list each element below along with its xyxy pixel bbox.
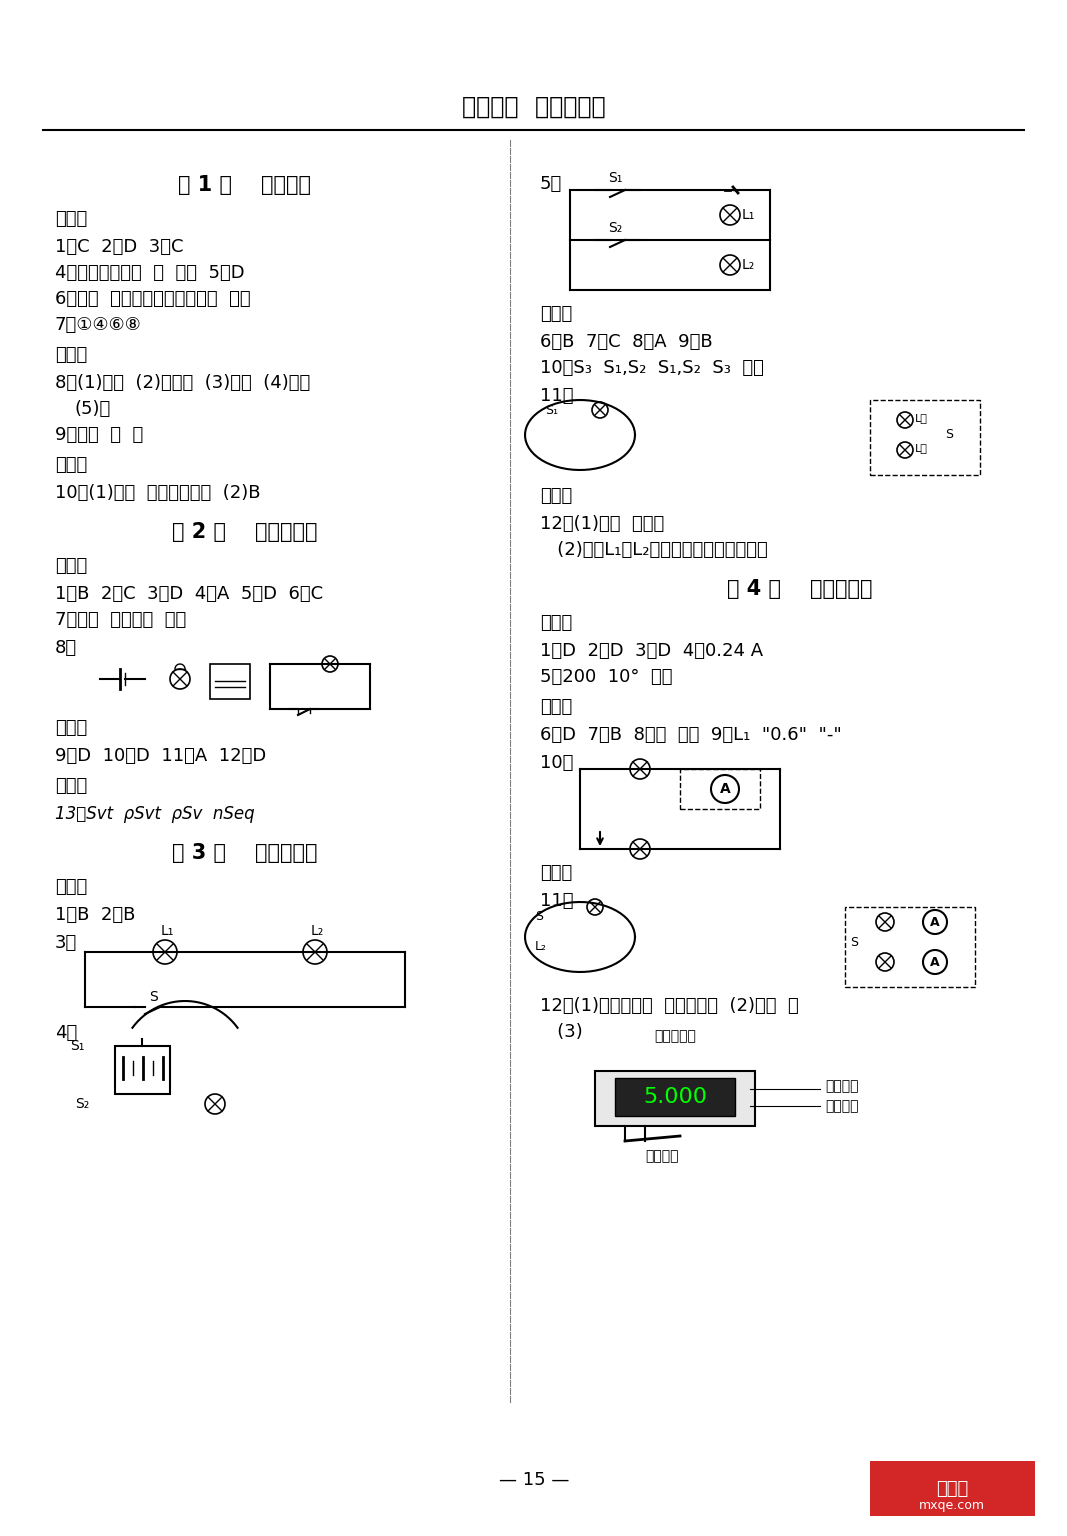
Text: S: S: [535, 911, 543, 923]
Text: 11．: 11．: [540, 387, 573, 406]
Text: S₁: S₁: [545, 404, 558, 416]
Text: 11．: 11．: [540, 892, 573, 909]
Text: 5．: 5．: [540, 175, 562, 194]
Text: 5．200  10°  短路: 5．200 10° 短路: [540, 668, 672, 687]
Text: — 15 —: — 15 —: [498, 1471, 569, 1488]
Bar: [595, 1071, 755, 1126]
Text: S: S: [148, 991, 157, 1005]
Text: S₁: S₁: [608, 170, 622, 184]
Text: S₂: S₂: [608, 221, 622, 235]
Bar: [845, 906, 975, 988]
Text: 素养练: 素养练: [540, 487, 572, 505]
Text: 能力练: 能力练: [55, 719, 87, 737]
Text: 3．: 3．: [55, 934, 77, 952]
Text: 6．B  7．C  8．A  9．B: 6．B 7．C 8．A 9．B: [540, 333, 713, 352]
Text: A: A: [930, 955, 940, 969]
Text: 第 4 节    电流的测量: 第 4 节 电流的测量: [728, 579, 873, 599]
Text: 能力练: 能力练: [55, 346, 87, 364]
Text: 1．D  2．D  3．D  4．0.24 A: 1．D 2．D 3．D 4．0.24 A: [540, 642, 763, 660]
Text: 答案圈: 答案圈: [936, 1481, 968, 1498]
Text: 第十五章  电流和电路: 第十五章 电流和电路: [462, 95, 606, 118]
Text: S: S: [850, 935, 858, 949]
Text: L₁: L₁: [742, 207, 755, 223]
Text: 9．D  10．D  11．A  12．D: 9．D 10．D 11．A 12．D: [55, 746, 267, 765]
Text: 4．吸引轻小物体  负  得到  5．D: 4．吸引轻小物体 负 得到 5．D: [55, 264, 244, 283]
Bar: [870, 399, 980, 475]
Bar: [680, 770, 760, 809]
Text: 12．(1)可行  不可行: 12．(1)可行 不可行: [540, 515, 665, 533]
Text: L₂: L₂: [535, 940, 547, 954]
Text: 基础练: 基础练: [55, 210, 87, 227]
Text: S₁: S₁: [70, 1038, 84, 1054]
Bar: [615, 1078, 735, 1117]
Text: 5.000: 5.000: [643, 1087, 707, 1107]
Text: L₂: L₂: [310, 925, 323, 938]
Bar: [115, 1046, 170, 1094]
Bar: [210, 664, 250, 699]
Text: 能力练: 能力练: [540, 697, 572, 716]
Text: S: S: [945, 429, 953, 441]
Text: 1．B  2．C  3．D  4．A  5．D  6．C: 1．B 2．C 3．D 4．A 5．D 6．C: [55, 585, 323, 604]
Text: 8．: 8．: [55, 639, 77, 657]
Text: 能力练: 能力练: [540, 306, 572, 323]
Text: 12．(1)测量更准确  读数更方便  (2)开关  串: 12．(1)测量更准确 读数更方便 (2)开关 串: [540, 997, 799, 1015]
Text: 10．: 10．: [540, 754, 573, 773]
Text: 素养练: 素养练: [540, 863, 572, 882]
Text: 9．得到  负  负: 9．得到 负 负: [55, 425, 143, 444]
Text: 素养练: 素养练: [55, 456, 87, 475]
Text: 基础练: 基础练: [55, 879, 87, 895]
Text: A: A: [719, 782, 731, 796]
Text: L꜀: L꜀: [915, 442, 928, 453]
Text: 素养练: 素养练: [55, 777, 87, 796]
Text: 黑色导线: 黑色导线: [825, 1078, 859, 1094]
Text: L₁: L₁: [160, 925, 174, 938]
Text: 第 1 节    两种电荷: 第 1 节 两种电荷: [178, 175, 312, 195]
Text: 第 2 节    电流和电路: 第 2 节 电流和电路: [172, 522, 318, 542]
Text: 13．Svt  ρSvt  ρSv  nSeq: 13．Svt ρSvt ρSv nSeq: [55, 805, 255, 823]
Text: 4．: 4．: [55, 1025, 77, 1041]
Text: 6．D  7．B  8．非  干路  9．L₁  "0.6"  "-": 6．D 7．B 8．非 干路 9．L₁ "0.6" "-": [540, 727, 842, 743]
Text: 数字显示屏: 数字显示屏: [654, 1029, 696, 1043]
Text: A: A: [930, 915, 940, 928]
Text: L₂: L₂: [742, 258, 755, 272]
Text: mxqe.com: mxqe.com: [919, 1499, 985, 1513]
Text: 7．①④⑥⑧: 7．①④⑥⑧: [55, 316, 142, 333]
Text: 8．(1)电子  (2)原子核  (3)中子  (4)质子: 8．(1)电子 (2)原子核 (3)中子 (4)质子: [55, 373, 310, 392]
Text: 10．S₃  S₁,S₂  S₁,S₂  S₃  短路: 10．S₃ S₁,S₂ S₁,S₂ S₃ 短路: [540, 359, 764, 376]
Text: 黑色导线: 黑色导线: [644, 1149, 679, 1163]
Text: 10．(1)静电  吸引轻小物体  (2)B: 10．(1)静电 吸引轻小物体 (2)B: [55, 484, 260, 502]
Text: 7．相同  单向导电  方向: 7．相同 单向导电 方向: [55, 611, 187, 630]
Bar: [870, 1461, 1035, 1516]
Text: 基础练: 基础练: [540, 614, 572, 631]
Text: L꜀: L꜀: [915, 413, 928, 422]
Text: (5)正: (5)正: [75, 399, 111, 418]
Text: 红色导线: 红色导线: [825, 1098, 859, 1114]
Text: 1．B  2．B: 1．B 2．B: [55, 906, 136, 925]
Text: 基础练: 基础练: [55, 558, 87, 574]
Text: (2)调换L₁与L₂的位置，观察两灯的亮度: (2)调换L₁与L₂的位置，观察两灯的亮度: [540, 541, 768, 559]
Text: 1．C  2．D  3．C: 1．C 2．D 3．C: [55, 238, 184, 257]
Text: 第 3 节    串联和并联: 第 3 节 串联和并联: [172, 843, 318, 863]
Text: S₂: S₂: [75, 1097, 90, 1111]
Text: (3): (3): [540, 1023, 583, 1041]
Text: 6．吸引  带电体能吸引轻小物体  不同: 6．吸引 带电体能吸引轻小物体 不同: [55, 290, 251, 309]
